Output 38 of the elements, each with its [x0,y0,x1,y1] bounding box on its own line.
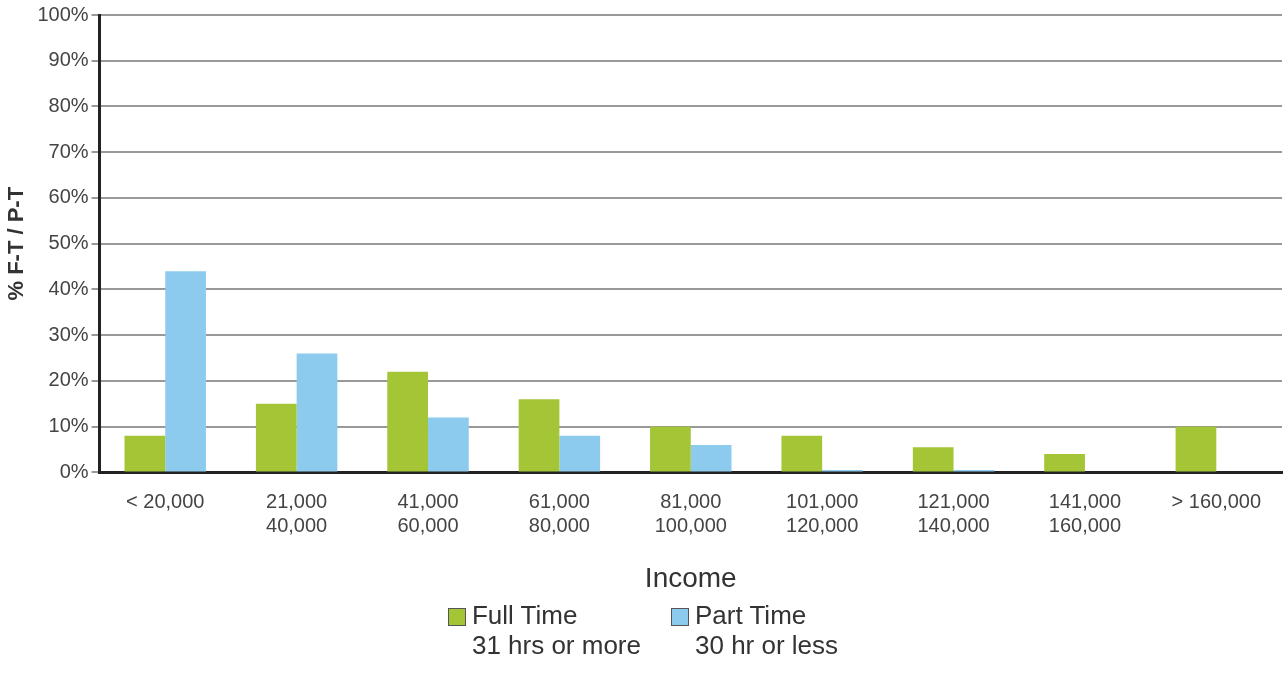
bar [559,435,601,472]
bar [124,435,166,472]
y-tick-label: 50% [48,231,89,254]
legend-label: Full Time 31 hrs or more [471,600,641,660]
y-tick-label: 90% [48,48,89,71]
x-tick-label: 41,000 60,000 [397,489,459,536]
y-tick-label: 80% [48,94,89,116]
bar [428,417,469,472]
y-tick-label: 60% [48,185,89,208]
x-tick-label: < 20,000 [126,489,205,512]
y-tick-label: 30% [48,322,89,345]
x-tick-label: 21,000 40,000 [266,489,328,536]
bar [781,435,823,472]
x-tick-label: 61,000 80,000 [528,489,590,536]
legend-label: Part Time 30 hr or less [695,600,839,660]
y-tick-label: 20% [48,368,89,391]
bar [296,353,338,472]
y-tick-label: 40% [48,276,89,299]
y-tick-label: 70% [48,139,89,162]
bar [165,271,206,472]
x-tick-label: 101,000 120,000 [786,489,859,536]
bar [650,426,691,472]
x-axis-title: Income [644,561,737,593]
x-tick-label: 141,000 160,000 [1048,489,1122,536]
bar [255,403,297,472]
bar [387,371,429,472]
bar [1175,426,1217,472]
y-tick-label: 100% [37,2,89,25]
y-axis-title: % F-T / P-T [3,186,29,301]
x-tick-label: 121,000 140,000 [917,489,990,536]
y-tick-label: 10% [48,414,89,437]
bar [912,447,954,472]
x-tick-label: 81,000 100,000 [654,489,727,536]
bar [518,399,560,472]
bar [690,444,732,472]
bar [1044,454,1085,472]
y-tick-label: 0% [59,459,89,482]
x-tick-label: > 160,000 [1171,489,1262,512]
